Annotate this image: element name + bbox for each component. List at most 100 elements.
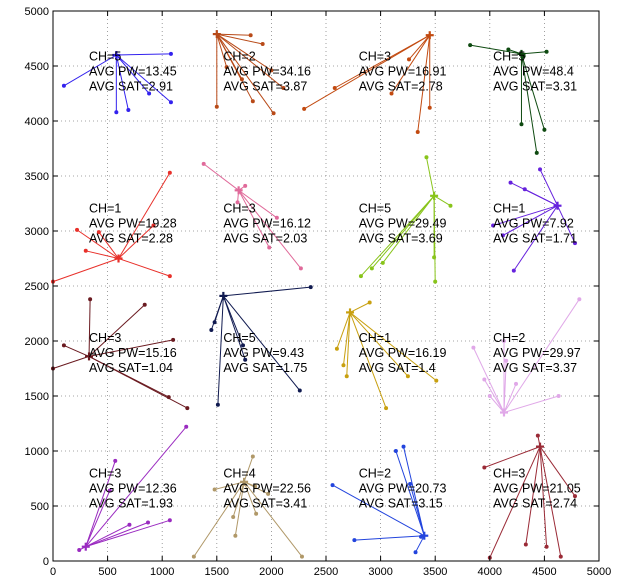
cluster-11	[334, 300, 439, 411]
sensor-node-point	[504, 358, 509, 363]
cluster-link	[216, 33, 284, 89]
cluster-link	[360, 195, 435, 277]
sensor-node-point	[191, 554, 196, 559]
x-tick-label: 4000	[478, 566, 502, 578]
sensor-node-point	[212, 320, 217, 325]
sensor-node-point	[61, 83, 66, 88]
cluster-head-marker	[85, 352, 94, 361]
sensor-node-point	[384, 406, 389, 411]
cluster-head-marker	[112, 51, 121, 59]
sensor-node-point	[330, 483, 335, 488]
cluster-link	[408, 34, 431, 60]
cluster-link	[492, 205, 558, 226]
sensor-node-point	[413, 550, 418, 555]
sensor-node-point	[166, 395, 171, 400]
sensor-node-point	[556, 394, 561, 398]
cluster-stats-label: CH=3 AVG PW=15.16 AVG SAT=1.04	[89, 331, 177, 375]
x-tick-label: 2500	[314, 566, 338, 578]
cluster-link	[503, 360, 507, 413]
sensor-node-point	[334, 346, 339, 351]
cluster-4	[468, 43, 549, 155]
cluster-link	[243, 481, 257, 514]
sensor-node-point	[519, 122, 524, 127]
cluster-link	[234, 481, 245, 536]
cluster-link	[63, 344, 90, 357]
cluster-link	[503, 298, 580, 413]
sensor-node-point	[224, 65, 229, 70]
sensor-node-point	[250, 99, 255, 104]
sensor-node-point	[146, 520, 151, 525]
cluster-link	[118, 258, 171, 277]
sensor-node-point	[572, 494, 577, 499]
cluster-head-marker	[430, 191, 439, 200]
sensor-node-point	[487, 394, 492, 398]
sensor-node-point	[434, 378, 439, 383]
sensor-node-point	[201, 161, 206, 166]
sensor-node-point	[514, 381, 519, 386]
cluster-link	[85, 519, 170, 548]
cluster-link	[216, 33, 272, 71]
x-tick-label: 500	[98, 566, 116, 578]
y-tick-label: 2500	[25, 281, 49, 293]
cluster-link	[489, 446, 541, 558]
cluster-link	[470, 44, 522, 55]
cluster-link	[214, 481, 245, 490]
cluster-head-marker	[420, 531, 429, 540]
cluster-8	[491, 167, 577, 273]
cluster-head-marker	[517, 49, 526, 58]
sensor-node-point	[393, 449, 398, 453]
cluster-link	[403, 446, 425, 536]
y-tick-label: 3000	[25, 226, 49, 238]
cluster-link	[116, 53, 171, 56]
cluster-link	[116, 54, 172, 103]
cluster-head-marker	[346, 308, 355, 317]
cluster-link	[349, 312, 437, 381]
cluster-link	[557, 205, 576, 244]
x-tick-label: 3500	[423, 566, 447, 578]
cluster-link	[484, 446, 541, 468]
cluster-link	[342, 312, 351, 366]
x-tick-label: 2000	[259, 566, 283, 578]
sensor-node-point	[212, 487, 217, 492]
cluster-stats-label: CH=5 AVG PW=48.4 AVG SAT=3.31	[493, 50, 577, 94]
sensor-node-point	[167, 170, 172, 175]
sensor-node-point	[214, 104, 219, 109]
x-tick-label: 3000	[368, 566, 392, 578]
cluster-link	[539, 446, 548, 547]
cluster-link	[520, 53, 538, 153]
cluster-stats-label: CH=5 AVG PW=13.45 AVG SAT=2.91	[89, 50, 177, 94]
cluster-stats-label: CH=3 AVG PW=12.36 AVG SAT=1.93	[89, 466, 177, 510]
sensor-node-point	[344, 374, 349, 379]
cluster-stats-label: CH=5 AVG PW=9.43 AVG SAT=1.75	[223, 331, 307, 375]
sensor-node-point	[302, 106, 307, 111]
x-tick-label: 5000	[587, 566, 611, 578]
cluster-link	[85, 460, 116, 547]
cluster-head-marker	[219, 291, 228, 300]
axes: 0 500 1000 1500 2000 2500 3000 3500 4000 4500 5000…	[25, 6, 612, 578]
cluster-link	[210, 295, 224, 331]
cluster-link	[238, 189, 278, 219]
sensor-node-point	[432, 255, 437, 260]
sensor-node-point	[521, 54, 526, 59]
x-tick-label: 1000	[150, 566, 174, 578]
cluster-link	[503, 383, 517, 413]
cluster-head-marker	[212, 30, 221, 39]
cluster-link	[85, 524, 130, 548]
cluster-link	[336, 312, 351, 349]
cluster-link	[203, 163, 239, 191]
sensor-node-point	[506, 47, 511, 52]
sensor-node-point	[269, 68, 274, 73]
sensor-node-point	[367, 300, 372, 305]
cluster-link	[85, 250, 119, 259]
sensor-node-point	[171, 337, 176, 342]
sensor-node-point	[369, 266, 374, 271]
sensor-node-point	[274, 215, 279, 220]
cluster-link	[238, 189, 302, 269]
sensor-node-point	[167, 518, 172, 523]
sensor-node-point	[113, 458, 118, 463]
cluster-link	[193, 481, 245, 557]
sensor-node-point	[380, 260, 385, 265]
cluster-stats-label: CH=4 AVG PW=22.56 AVG SAT=3.41	[223, 466, 311, 510]
y-tick-label: 3500	[25, 171, 49, 183]
cluster-link	[433, 195, 436, 282]
